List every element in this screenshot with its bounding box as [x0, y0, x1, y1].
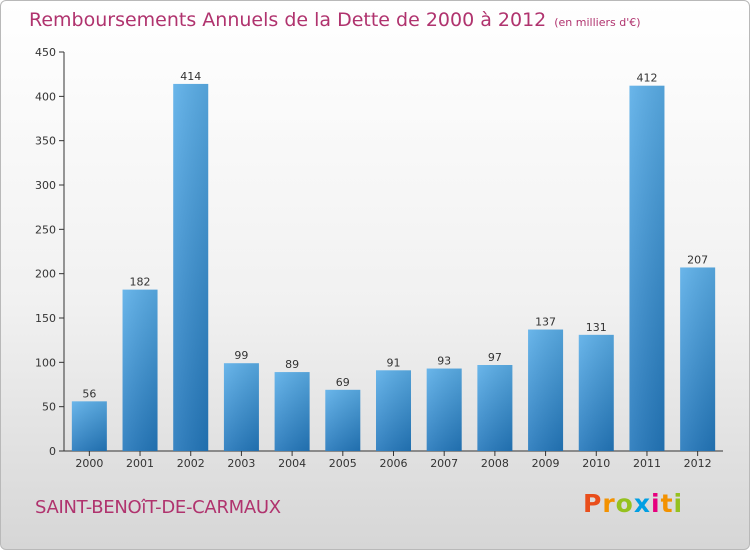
x-tick-label: 2002: [177, 457, 205, 470]
x-tick-label: 2005: [329, 457, 357, 470]
bar-shade-2008: [477, 364, 513, 451]
data-label: 137: [535, 316, 556, 329]
bar-shade-2003: [223, 363, 259, 451]
chart-unit: (en milliers d'€): [554, 16, 641, 29]
x-tick-label: 2008: [481, 457, 509, 470]
data-label: 93: [437, 355, 451, 368]
x-tick-label: 2004: [278, 457, 306, 470]
commune-name: SAINT-BENOîT-DE-CARMAUX: [35, 497, 281, 518]
y-tick-label: 450: [35, 46, 56, 59]
y-tick-label: 150: [35, 312, 56, 325]
data-label: 99: [234, 349, 248, 362]
x-tick-label: 2011: [633, 457, 661, 470]
chart-title-text: Remboursements Annuels de la Dette de 20…: [29, 9, 547, 31]
chart-data-labels: 56 182 414 99 89 69 91 93 97 137 131 412 207: [82, 70, 708, 400]
bar-shade-2004: [274, 372, 310, 451]
bar-shade-2005: [325, 389, 361, 451]
bar-shade-2009: [528, 329, 564, 451]
data-label: 69: [336, 376, 350, 389]
logo-letter: o: [615, 489, 634, 518]
logo-letter: i: [673, 489, 684, 518]
x-tick-label: 2012: [684, 457, 712, 470]
y-tick-label: 300: [35, 179, 56, 192]
y-tick-label: 100: [35, 356, 56, 369]
data-label: 97: [488, 351, 502, 364]
data-label: 414: [180, 70, 201, 83]
logo-letter: r: [602, 489, 616, 518]
logo-letter: t: [660, 489, 674, 518]
chart-title: Remboursements Annuels de la Dette de 20…: [29, 9, 641, 31]
y-tick-label: 350: [35, 135, 56, 148]
x-tick-label: 2006: [380, 457, 408, 470]
logo-letter: x: [633, 489, 651, 518]
bar-shade-2006: [376, 370, 411, 451]
logo-letter: P: [583, 489, 603, 518]
x-tick-label: 2000: [75, 457, 103, 470]
data-label: 182: [130, 276, 151, 289]
y-tick-label: 0: [49, 445, 56, 458]
bar-shade-2011: [629, 85, 665, 452]
bar-shade-2001: [122, 289, 158, 451]
proxiti-logo: Proxiti: [583, 489, 683, 518]
data-label: 91: [387, 356, 401, 369]
y-tick-label: 200: [35, 268, 56, 281]
bar-shade-2012: [680, 267, 716, 451]
x-tick-label: 2009: [532, 457, 560, 470]
chart-bars: [71, 83, 716, 452]
x-tick-label: 2003: [227, 457, 255, 470]
data-label: 412: [636, 72, 657, 85]
bar-shade-2000: [71, 401, 107, 451]
y-tick-label: 400: [35, 90, 56, 103]
x-tick-label: 2007: [430, 457, 458, 470]
data-label: 56: [82, 387, 96, 400]
data-label: 131: [586, 321, 607, 334]
x-tick-label: 2001: [126, 457, 154, 470]
bar-shade-2010: [578, 334, 614, 451]
bar-shade-2002: [173, 83, 209, 452]
data-label: 207: [687, 253, 708, 266]
x-tick-label: 2010: [582, 457, 610, 470]
y-tick-label: 250: [35, 223, 56, 236]
logo-letter: i: [651, 489, 661, 518]
bar-shade-2007: [426, 368, 462, 451]
data-label: 89: [285, 358, 299, 371]
y-tick-label: 50: [42, 401, 56, 414]
